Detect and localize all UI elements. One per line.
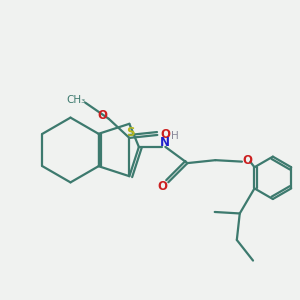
Text: O: O <box>158 180 167 193</box>
Text: O: O <box>97 109 107 122</box>
Text: H: H <box>171 131 179 141</box>
Text: S: S <box>127 125 135 139</box>
Text: CH₃: CH₃ <box>67 94 86 105</box>
Text: N: N <box>160 136 170 149</box>
Text: O: O <box>243 154 253 167</box>
Text: O: O <box>160 128 171 142</box>
